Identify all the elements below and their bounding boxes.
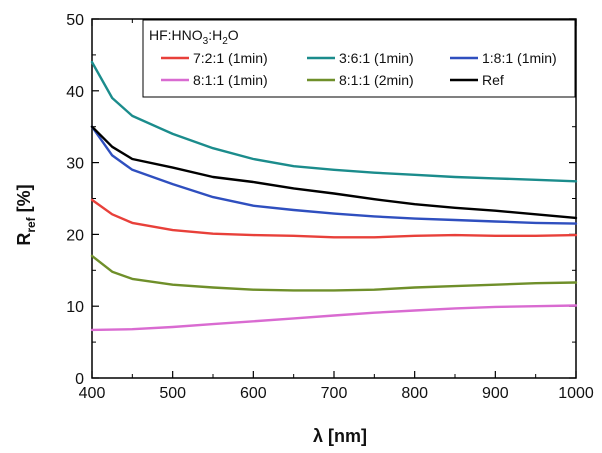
series-layer xyxy=(90,60,578,332)
legend-entry-label: 8:1:1 (1min) xyxy=(193,72,268,88)
legend-title-subscript: 2 xyxy=(222,36,228,47)
y-tick-label: 30 xyxy=(66,156,84,173)
y-axis-title: Rref [%] xyxy=(14,184,38,245)
y-tick-label: 20 xyxy=(66,227,84,244)
axes-layer: 400 500 600 700 800 900 1000 0 10 20 30 40 50 xyxy=(66,12,594,402)
y-tick-label: 0 xyxy=(75,371,84,388)
x-tick-label: 800 xyxy=(401,385,428,402)
x-axis-title: λ [nm] xyxy=(313,426,367,446)
series-line-8-1-1-1min xyxy=(90,304,578,332)
y-axis-title-subscript: ref xyxy=(24,216,38,232)
series-line-8-1-1-2min xyxy=(90,254,578,292)
legend-title-part: HF:HNO xyxy=(149,27,203,43)
legend-entry-label: 7:2:1 (1min) xyxy=(193,50,268,66)
series-line-3-6-1-1min xyxy=(90,60,578,183)
x-tick-label: 1000 xyxy=(558,385,594,402)
x-tick-label: 500 xyxy=(159,385,186,402)
series-line-7-2-1-1min xyxy=(90,198,578,239)
y-tick-label: 10 xyxy=(66,299,84,316)
legend-title-part: :H xyxy=(208,27,222,43)
legend-entry-label: 8:1:1 (2min) xyxy=(339,72,414,88)
legend-box xyxy=(142,19,576,98)
legend-entry-label: Ref xyxy=(482,72,504,88)
x-tick-label: 400 xyxy=(79,385,106,402)
x-tick-label: 900 xyxy=(482,385,509,402)
y-axis-title-main: R xyxy=(14,233,34,246)
legend-title-part: O xyxy=(228,27,239,43)
legend-title-subscript: 3 xyxy=(203,36,209,47)
series-line-ref xyxy=(90,125,578,220)
y-tick-label: 50 xyxy=(66,12,84,29)
y-axis-title-unit: [%] xyxy=(14,184,34,217)
legend-title: HF:HNO3:H2O xyxy=(149,27,239,47)
legend: HF:HNO3:H2O 7:2:1 (1min) 3:6:1 (1min) 1:8:1… xyxy=(142,19,576,98)
series-line-1-8-1-1min xyxy=(90,125,578,225)
x-tick-label: 600 xyxy=(240,385,267,402)
legend-entry-label: 3:6:1 (1min) xyxy=(339,50,414,66)
x-tick-label: 700 xyxy=(321,385,348,402)
y-tick-label: 40 xyxy=(66,84,84,101)
legend-entry-label: 1:8:1 (1min) xyxy=(482,50,557,66)
